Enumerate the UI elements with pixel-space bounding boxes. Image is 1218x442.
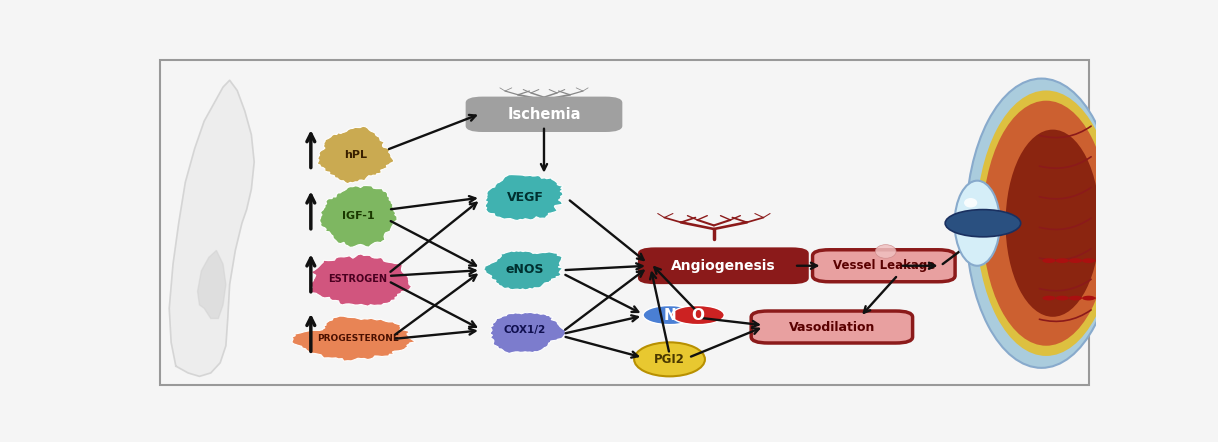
Circle shape xyxy=(1056,296,1069,301)
Circle shape xyxy=(1095,296,1108,301)
FancyBboxPatch shape xyxy=(638,248,809,284)
Text: VEGF: VEGF xyxy=(507,191,543,204)
Text: O: O xyxy=(692,308,704,323)
Ellipse shape xyxy=(876,245,896,258)
FancyBboxPatch shape xyxy=(752,311,912,343)
Ellipse shape xyxy=(966,79,1117,368)
Polygon shape xyxy=(485,175,563,221)
Circle shape xyxy=(1043,258,1056,263)
Text: Ischemia: Ischemia xyxy=(507,107,581,122)
FancyBboxPatch shape xyxy=(465,97,622,132)
Circle shape xyxy=(1069,258,1082,263)
Circle shape xyxy=(945,210,1021,237)
Text: N: N xyxy=(663,308,676,323)
Polygon shape xyxy=(484,251,561,290)
Text: IGF-1: IGF-1 xyxy=(342,211,374,221)
Text: PGI2: PGI2 xyxy=(654,353,685,366)
Circle shape xyxy=(1069,296,1082,301)
Ellipse shape xyxy=(955,181,1000,266)
Text: COX1/2: COX1/2 xyxy=(504,325,546,335)
Text: eNOS: eNOS xyxy=(505,263,544,276)
Text: hPL: hPL xyxy=(343,150,367,160)
Circle shape xyxy=(1043,296,1056,301)
Circle shape xyxy=(1082,296,1095,301)
Circle shape xyxy=(643,305,695,324)
Text: Angiogenesis: Angiogenesis xyxy=(671,259,776,273)
Text: ESTROGEN: ESTROGEN xyxy=(329,274,387,284)
Polygon shape xyxy=(317,126,393,184)
Circle shape xyxy=(671,305,725,324)
Polygon shape xyxy=(308,254,412,306)
Ellipse shape xyxy=(1006,130,1100,317)
Polygon shape xyxy=(319,186,397,248)
Polygon shape xyxy=(490,312,566,354)
Ellipse shape xyxy=(635,342,705,376)
Circle shape xyxy=(1095,258,1108,263)
Circle shape xyxy=(1056,258,1069,263)
Polygon shape xyxy=(169,80,255,376)
Polygon shape xyxy=(292,316,415,361)
Circle shape xyxy=(1082,258,1095,263)
FancyBboxPatch shape xyxy=(812,250,955,282)
Ellipse shape xyxy=(965,198,977,208)
Ellipse shape xyxy=(983,101,1110,346)
Text: Vessel Leakage: Vessel Leakage xyxy=(833,259,935,272)
Text: Vasodilation: Vasodilation xyxy=(789,320,875,334)
Text: PROGESTERONE: PROGESTERONE xyxy=(317,335,400,343)
Ellipse shape xyxy=(977,91,1116,356)
Polygon shape xyxy=(197,251,225,319)
